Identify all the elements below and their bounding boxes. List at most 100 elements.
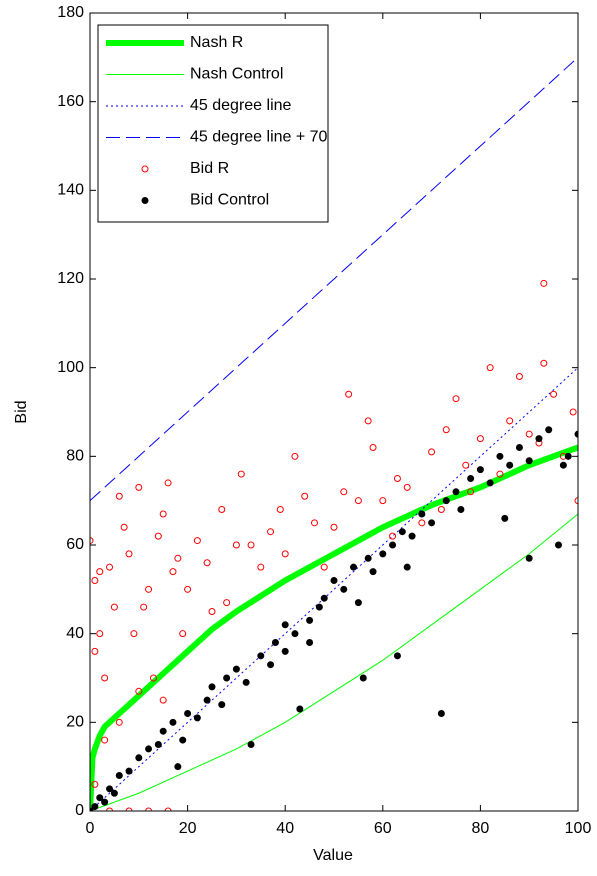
point [276,506,284,514]
legend-label: 45 degree line + 70 [190,129,328,146]
y-tick-label: 80 [66,448,84,465]
y-tick-label: 180 [57,4,84,21]
point [564,452,572,460]
point [437,506,445,514]
point [154,532,162,540]
point [96,630,104,638]
point [476,435,484,443]
point [320,563,328,571]
point [281,550,289,558]
point [110,603,118,611]
x-tick-label: 60 [374,820,392,837]
point [120,523,128,531]
point [330,523,338,531]
point [91,780,99,788]
point [174,554,182,562]
point [115,492,123,500]
point [281,647,289,655]
point [208,683,216,691]
point [174,763,182,771]
legend-label: 45 degree line [190,97,292,114]
point [223,599,231,607]
point [164,807,172,811]
point [96,568,104,576]
point [247,541,255,549]
point [257,652,265,660]
point [506,461,514,469]
point [237,470,245,478]
point [496,470,504,478]
x-tick-label: 80 [472,820,490,837]
point [125,550,133,558]
point [91,576,99,584]
point [218,701,226,709]
point [550,390,558,398]
point [257,563,265,571]
x-tick-label: 100 [565,820,592,837]
point [501,514,509,522]
point [101,798,109,806]
point [159,727,167,735]
point [457,506,465,514]
point [184,585,192,593]
point [247,741,255,748]
point [145,745,153,753]
point [306,639,314,647]
x-tick-label: 40 [276,820,294,837]
point [330,576,338,584]
point [515,443,523,451]
point [291,452,299,460]
point [452,395,460,403]
point [115,772,123,780]
point [350,563,358,571]
point [315,603,323,611]
y-tick-label: 60 [66,536,84,553]
point [242,678,250,686]
point [145,807,153,811]
point [379,497,387,505]
point [476,466,484,474]
point [140,603,148,611]
point [525,430,533,438]
point [125,807,133,811]
legend-box [97,24,329,223]
point [101,736,109,744]
point [267,661,275,669]
point [403,563,411,571]
point [369,443,377,451]
point [125,767,133,775]
point [310,519,318,527]
point [296,705,304,713]
point [540,279,548,287]
legend-label: Nash Control [190,66,283,83]
point [110,789,118,797]
point [179,630,187,638]
x-tick-label: 0 [86,820,95,837]
point [106,807,114,811]
point [340,488,348,496]
point [545,426,553,434]
point [525,554,533,562]
point [154,741,162,748]
y-tick-label: 140 [57,182,84,199]
y-tick-label: 160 [57,93,84,110]
point [569,408,577,416]
point [90,537,94,545]
point [271,639,279,647]
point [208,608,216,615]
plot [90,56,578,811]
point [389,541,397,549]
point [306,616,314,624]
y-axis-label: Bid [13,400,30,423]
y-tick-label: 20 [66,714,84,731]
legend-label: Nash R [190,34,243,51]
point [418,519,426,527]
point [106,785,114,793]
x-axis-label: Value [313,847,353,864]
point [232,665,240,673]
point [179,736,187,744]
point [393,652,401,660]
point [525,457,533,465]
point [145,585,153,593]
point [193,537,201,545]
